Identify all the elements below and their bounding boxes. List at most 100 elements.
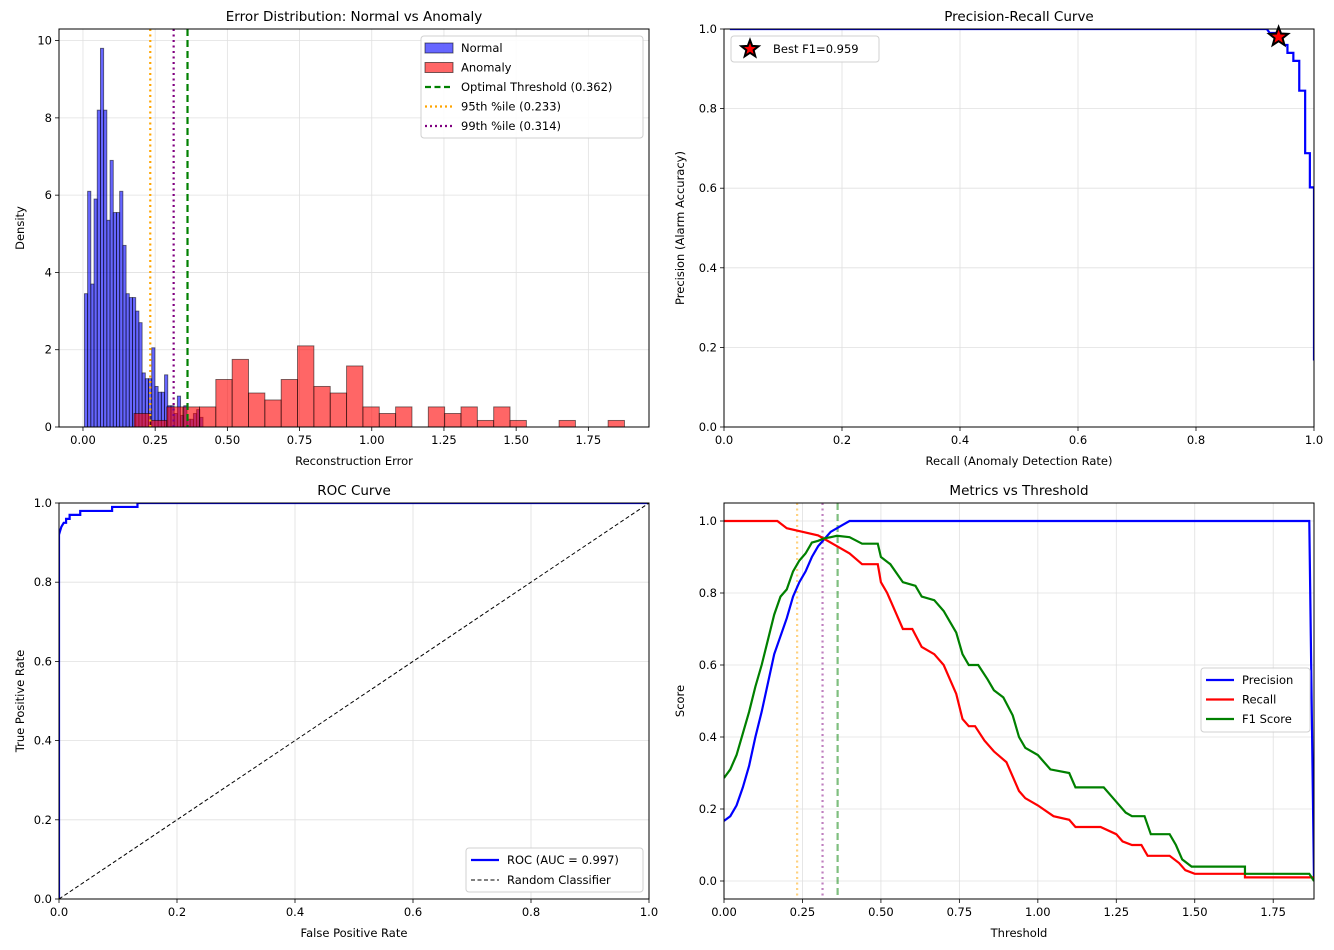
gridlines (723, 28, 1315, 428)
legend-frame (1200, 667, 1311, 733)
legend-label: ROC (AUC = 0.997) (507, 853, 619, 867)
x-tick-label: 0.8 (1187, 433, 1205, 447)
chart-metrics_vs_threshold: 0.00 0.25 0.50 0.75 1.00 1.25 1.50 1.75 0.0 0.2 0.… (673, 483, 1315, 940)
histogram-bar-normal (151, 347, 156, 427)
histogram-bar-normal (125, 293, 130, 427)
histogram-bar-anomaly (133, 413, 151, 427)
x-tick-label: 0.75 (947, 905, 973, 919)
y-axis-label: Score (673, 685, 687, 717)
legend-frame (730, 35, 880, 63)
legend-label: Precision (1242, 673, 1293, 687)
x-tick-label: 1.75 (576, 433, 602, 447)
series-line-pr (729, 29, 1314, 361)
x-tick-label: 0.25 (790, 905, 816, 919)
x-tick-label: 0.4 (951, 433, 969, 447)
x-tick-label: 0.6 (404, 905, 422, 919)
chart-title: ROC Curve (317, 483, 391, 499)
histogram-bar-normal (128, 297, 133, 427)
legend-label: Recall (1242, 693, 1276, 707)
histogram-bar-normal (87, 190, 92, 427)
x-tick-label: 0.50 (868, 905, 894, 919)
legend-star-icon (738, 37, 762, 59)
histogram-bar-anomaly (297, 345, 315, 427)
legend-label: Random Classifier (507, 873, 611, 887)
y-axis-label: Density (13, 206, 27, 250)
plot-area (724, 503, 1314, 899)
x-tick-label: 0.6 (1069, 433, 1087, 447)
histogram-bar-anomaly (476, 419, 495, 427)
histogram-bar-normal (119, 190, 124, 427)
legend-label: F1 Score (1242, 712, 1292, 726)
histogram-bar-anomaly (280, 379, 298, 427)
plot-area (83, 29, 625, 427)
y-tick-label: 0.6 (699, 658, 717, 672)
series-line-roc-auc-0-997- (59, 503, 649, 899)
histogram-bar-normal (96, 109, 101, 427)
x-tick-label: 1.0 (1305, 433, 1323, 447)
x-axis-label: Reconstruction Error (295, 454, 413, 468)
x-axis-label: False Positive Rate (301, 926, 408, 940)
histogram-bar-anomaly (264, 399, 282, 427)
x-tick-label: 0.0 (50, 905, 68, 919)
y-tick-label: 0.4 (34, 734, 52, 748)
histogram-bar-normal (132, 297, 137, 427)
axes-frame (723, 28, 1315, 428)
chart-precision_recall: 0.0 0.2 0.4 0.6 0.8 1.0 0.0 0.2 0.4 0.6 0.8 1.0 Prec… (673, 9, 1323, 468)
x-tick-label: 0.00 (711, 905, 737, 919)
y-tick-label: 4 (45, 265, 52, 279)
series-line-f1-score (724, 534, 1314, 882)
legend-label: 99th %ile (0.314) (461, 119, 561, 133)
histogram-bar-anomaly (607, 419, 625, 427)
x-tick-label: 0.50 (215, 433, 241, 447)
histogram-bar-anomaly (509, 419, 527, 427)
y-tick-label: 0.6 (34, 654, 52, 668)
x-tick-label: 1.25 (431, 433, 457, 447)
y-tick-label: 0.0 (699, 420, 717, 434)
y-tick-label: 0.4 (699, 261, 717, 275)
histogram-bar-normal (99, 47, 105, 427)
x-tick-label: 0.8 (522, 905, 540, 919)
best-f1-star-marker (1266, 24, 1291, 48)
x-tick-label: 1.0 (640, 905, 658, 919)
y-tick-label: 0.2 (34, 813, 52, 827)
histogram-bar-anomaly (166, 406, 184, 427)
histogram-bar-anomaly (444, 413, 462, 427)
plot-area (59, 503, 649, 899)
histogram-bar-anomaly (460, 406, 478, 427)
y-tick-label: 0.8 (34, 575, 52, 589)
x-tick-label: 1.00 (359, 433, 385, 447)
y-tick-label: 0.0 (699, 874, 717, 888)
histogram-bar-anomaly (248, 392, 266, 427)
y-tick-label: 2 (45, 343, 52, 357)
histogram-bar-normal (112, 212, 117, 427)
series-normal (83, 47, 204, 427)
legend-frame (420, 35, 644, 139)
y-tick-label: 8 (45, 111, 52, 125)
histogram-bar-normal (164, 374, 169, 427)
series-line-precision (724, 519, 1314, 882)
x-tick-label: 1.50 (1182, 905, 1208, 919)
histogram-bar-normal (138, 322, 143, 427)
legend-swatch-normal (424, 42, 454, 54)
chart-title: Metrics vs Threshold (949, 483, 1088, 499)
histogram-bar-normal (90, 283, 95, 427)
histogram-bar-anomaly (558, 419, 576, 427)
x-tick-label: 1.00 (1025, 905, 1051, 919)
y-tick-label: 0 (45, 420, 52, 434)
legend-swatch-anomaly (424, 62, 454, 73)
histogram-bar-anomaly (346, 365, 364, 427)
legend-frame (465, 847, 644, 893)
legend-label: Best F1=0.959 (773, 42, 859, 56)
y-tick-label: 1.0 (699, 514, 717, 528)
y-axis-label: Precision (Alarm Accuracy) (673, 151, 687, 305)
y-tick-label: 0.6 (699, 181, 717, 195)
legend: Precision Recall F1 Score (1200, 667, 1311, 733)
x-tick-label: 0.25 (142, 433, 168, 447)
chart-roc: 0.0 0.2 0.4 0.6 0.8 1.0 0.0 0.2 0.4 0.6 0.8 1.0 ROC … (13, 483, 658, 940)
x-axis-label: Recall (Anomaly Detection Rate) (926, 454, 1113, 468)
chart-title: Error Distribution: Normal vs Anomaly (226, 9, 482, 25)
histogram-bar-anomaly (395, 406, 413, 427)
histogram-bar-anomaly (182, 406, 200, 427)
x-tick-label: 0.75 (287, 433, 313, 447)
